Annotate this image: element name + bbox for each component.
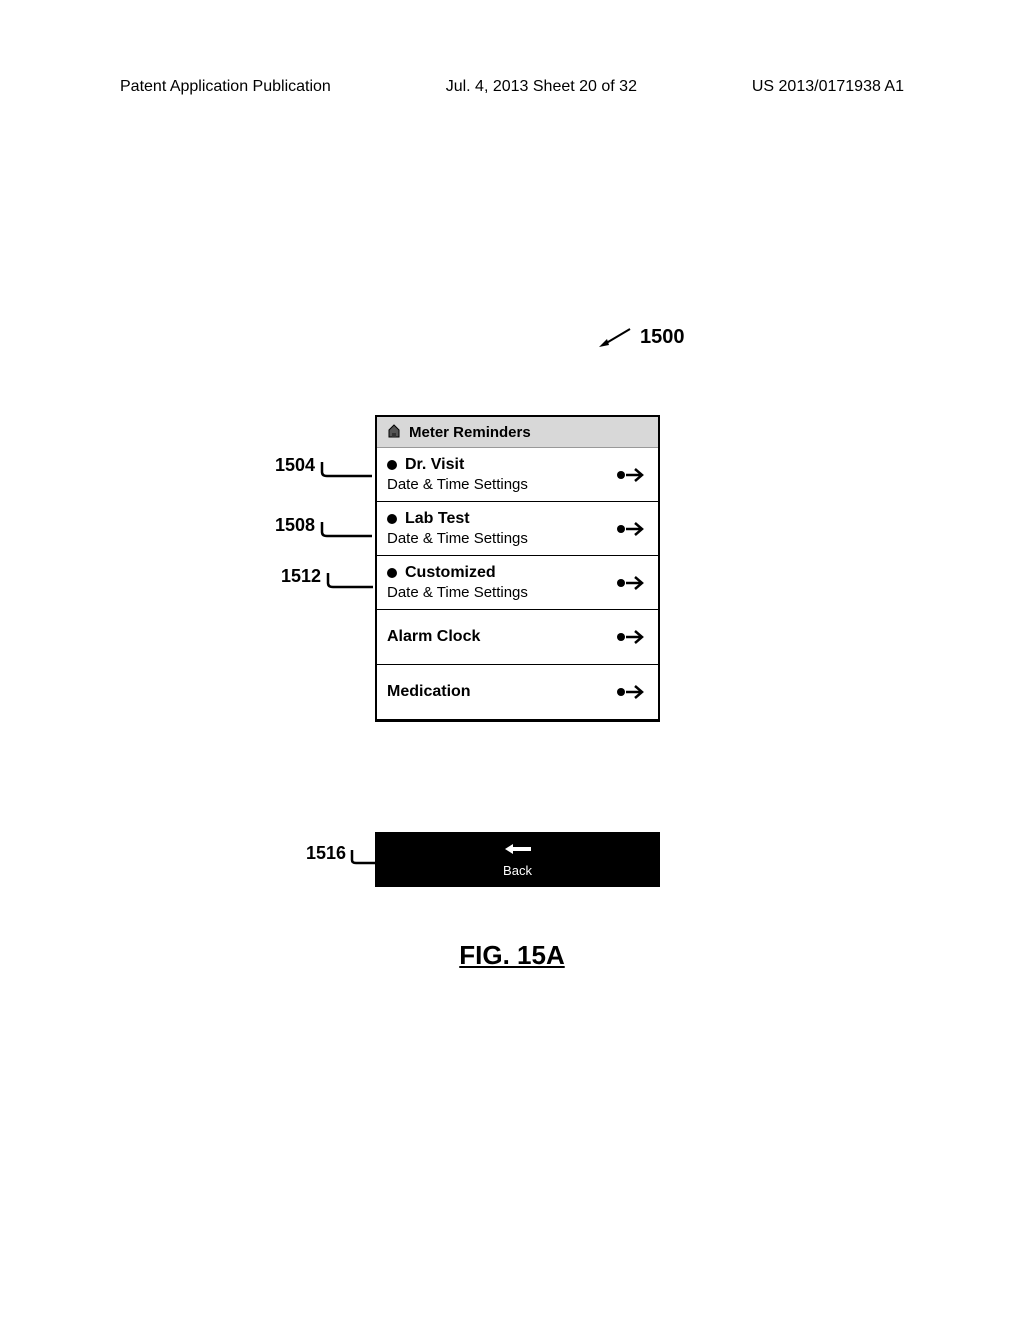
bullet-icon	[387, 568, 397, 578]
list-item-medication[interactable]: Medication	[377, 665, 658, 720]
item-title: Dr. Visit	[405, 456, 464, 474]
ref-label-1500: 1500	[640, 326, 685, 349]
list-item-lab-test[interactable]: Lab Test Date & Time Settings	[377, 502, 658, 556]
back-label: Back	[503, 863, 532, 878]
callout-label-1504: 1504	[275, 455, 315, 476]
callout-label-1508: 1508	[275, 515, 315, 536]
item-title: Customized	[405, 564, 496, 582]
callout-1508: 1508	[275, 510, 377, 540]
arrow-icon	[616, 574, 648, 592]
header-right: US 2013/0171938 A1	[752, 78, 904, 96]
device-screen: Meter Reminders Dr. Visit Date & Time Se…	[375, 415, 660, 722]
figure-caption: FIG. 15A	[0, 940, 1024, 971]
bullet-icon	[387, 514, 397, 524]
item-subtitle: Date & Time Settings	[387, 584, 528, 601]
arrow-icon	[616, 466, 648, 484]
header-center: Jul. 4, 2013 Sheet 20 of 32	[446, 78, 637, 96]
header-left: Patent Application Publication	[120, 78, 331, 96]
list-item-customized[interactable]: Customized Date & Time Settings	[377, 556, 658, 610]
ref-1500: 1500	[595, 325, 685, 349]
list-item-dr-visit[interactable]: Dr. Visit Date & Time Settings	[377, 448, 658, 502]
back-button[interactable]: Back	[375, 832, 660, 887]
callout-label-1512: 1512	[281, 566, 321, 587]
callout-1504: 1504	[275, 450, 377, 480]
callout-label-1516: 1516	[306, 843, 346, 864]
reminder-icon	[385, 423, 403, 441]
item-title: Alarm Clock	[387, 618, 480, 656]
item-subtitle: Date & Time Settings	[387, 530, 528, 547]
item-subtitle: Date & Time Settings	[387, 476, 528, 493]
list-item-alarm-clock[interactable]: Alarm Clock	[377, 610, 658, 665]
callout-1512: 1512	[281, 561, 377, 591]
document-header: Patent Application Publication Jul. 4, 2…	[0, 78, 1024, 96]
item-title: Medication	[387, 673, 471, 711]
arrow-icon	[616, 628, 648, 646]
item-title: Lab Test	[405, 510, 470, 528]
bullet-icon	[387, 460, 397, 470]
arrow-icon	[616, 520, 648, 538]
arrow-icon	[616, 683, 648, 701]
screen-title: Meter Reminders	[409, 424, 531, 441]
back-arrow-icon	[503, 842, 533, 861]
callout-1516: 1516	[306, 840, 380, 866]
screen-title-bar: Meter Reminders	[377, 417, 658, 448]
